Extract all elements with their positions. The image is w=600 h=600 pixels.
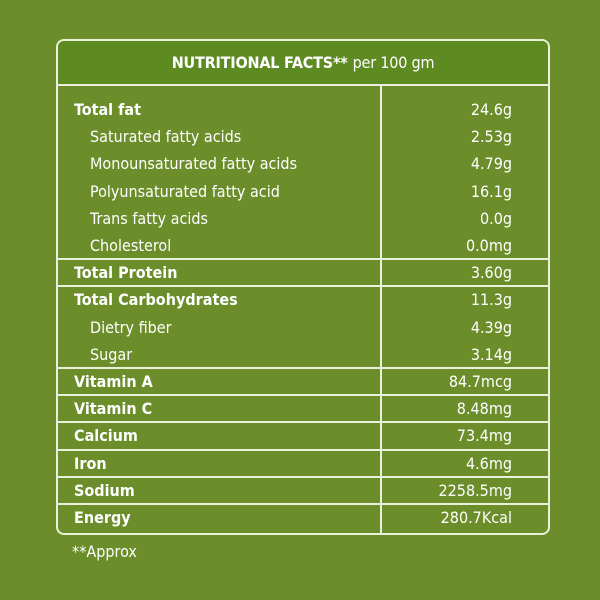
nutrient-label: Vitamin A xyxy=(74,372,153,391)
nutrient-value: 280.7Kcal xyxy=(440,508,512,527)
nutrient-label: Trans fatty acids xyxy=(90,208,208,228)
nutrient-label: Total Protein xyxy=(74,263,178,283)
nutrient-label: Sugar xyxy=(90,344,133,364)
nutrient-label: Total Carbohydrates xyxy=(74,290,238,310)
table-row: Vitamin C 8.48mg xyxy=(58,395,548,422)
row-divider xyxy=(58,503,548,505)
nutrient-label: Vitamin C xyxy=(74,399,153,419)
table-row: Calcium 73.4mg xyxy=(58,422,548,449)
footnote: **Approx xyxy=(72,542,137,561)
nutrient-value: 3.60g xyxy=(470,263,512,283)
nutrient-label: Dietry fiber xyxy=(90,317,172,337)
table-title: NUTRITIONAL FACTS** xyxy=(171,53,348,72)
nutrient-value: 16.1g xyxy=(470,181,512,201)
column-divider xyxy=(380,86,382,533)
table-row: Energy 280.7Kcal xyxy=(58,504,548,531)
nutrient-value: 0.0mg xyxy=(465,236,512,255)
nutrient-value: 84.7mcg xyxy=(448,372,512,391)
nutrition-table: NUTRITIONAL FACTS** per 100 gm Total fat… xyxy=(56,39,550,535)
table-row: Polyunsaturated fatty acid 16.1g xyxy=(58,178,548,205)
table-row: Sugar 3.14g xyxy=(58,341,548,368)
row-divider xyxy=(58,258,548,261)
nutrient-value: 2.53g xyxy=(470,127,512,147)
nutrient-label: Saturated fatty acids xyxy=(90,127,242,147)
nutrient-value: 3.14g xyxy=(470,344,512,364)
nutrient-value: 8.48mg xyxy=(456,399,512,419)
table-row: Total Carbohydrates 11.3g xyxy=(58,286,548,313)
table-row: Dietry fiber 4.39g xyxy=(58,314,548,341)
nutrient-label: Monounsaturated fatty acids xyxy=(90,154,298,174)
nutrient-label: Iron xyxy=(74,453,107,473)
nutrient-value: 73.4mg xyxy=(456,426,512,446)
nutrient-value: 4.79g xyxy=(470,154,512,174)
nutrient-label: Polyunsaturated fatty acid xyxy=(90,181,280,201)
nutrient-value: 4.6mg xyxy=(465,453,512,473)
table-row: Total Protein 3.60g xyxy=(58,259,548,286)
table-row: Cholesterol 0.0mg xyxy=(58,232,548,259)
table-row: Saturated fatty acids 2.53g xyxy=(58,123,548,150)
table-row: Monounsaturated fatty acids 4.79g xyxy=(58,150,548,177)
nutrient-value: 24.6g xyxy=(470,100,512,119)
row-divider xyxy=(58,475,548,478)
row-divider xyxy=(58,421,548,424)
nutrient-value: 0.0g xyxy=(479,208,512,228)
nutrient-label: Calcium xyxy=(74,426,138,446)
nutrient-value: 11.3g xyxy=(470,290,512,310)
nutrient-value: 2258.5mg xyxy=(438,480,512,500)
row-divider xyxy=(58,448,548,451)
nutrient-value: 4.39g xyxy=(470,317,512,337)
table-row: Iron 4.6mg xyxy=(58,450,548,477)
table-header: NUTRITIONAL FACTS** per 100 gm xyxy=(58,41,548,86)
row-divider xyxy=(58,367,548,369)
row-divider xyxy=(58,285,548,288)
table-row: Vitamin A 84.7mcg xyxy=(58,368,548,395)
nutrient-label: Cholesterol xyxy=(90,236,172,255)
nutrient-label: Energy xyxy=(74,508,131,527)
table-row: Trans fatty acids 0.0g xyxy=(58,205,548,232)
table-body: Total fat 24.6g Saturated fatty acids 2.53g… xyxy=(58,86,548,533)
nutrient-label: Total fat xyxy=(74,100,141,119)
table-title-unit: per 100 gm xyxy=(352,53,435,72)
table-row: Total fat 24.6g xyxy=(58,96,548,123)
nutrient-label: Sodium xyxy=(74,480,135,500)
table-row: Sodium 2258.5mg xyxy=(58,477,548,504)
row-divider xyxy=(58,394,548,397)
